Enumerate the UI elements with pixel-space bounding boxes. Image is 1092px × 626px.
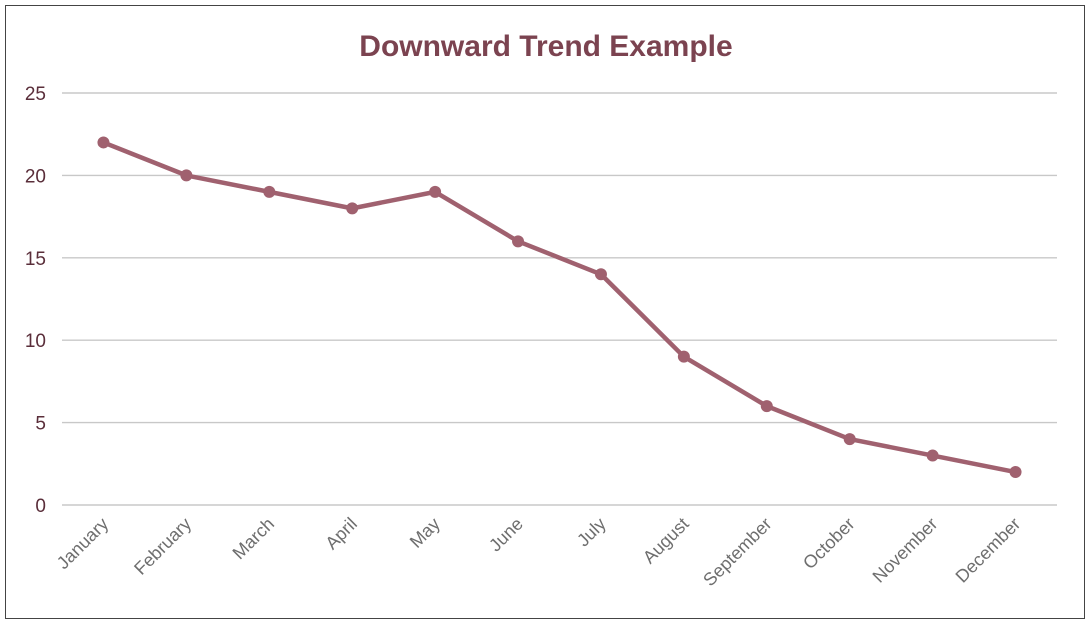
data-point <box>843 433 856 446</box>
data-point <box>180 169 193 182</box>
x-tick-label: April <box>321 514 361 554</box>
data-point <box>594 268 607 281</box>
data-point <box>760 400 773 413</box>
gridlines <box>62 92 1057 506</box>
data-point <box>512 235 525 248</box>
y-tick-label: 25 <box>25 84 46 105</box>
x-tick-label: November <box>869 514 942 587</box>
x-tick-label: February <box>130 514 195 579</box>
data-point <box>1009 466 1022 479</box>
data-point <box>677 350 690 363</box>
x-axis-ticks: January February March April May June July Augu… <box>53 514 1025 590</box>
y-tick-label: 0 <box>35 496 46 517</box>
x-tick-label: September <box>699 514 775 590</box>
x-tick-label: October <box>799 514 858 573</box>
x-tick-label: May <box>406 514 444 552</box>
x-tick-label: June <box>485 514 527 556</box>
x-tick-label: January <box>53 514 112 573</box>
x-tick-label: March <box>229 514 279 564</box>
data-point <box>346 202 359 215</box>
data-point <box>926 449 939 462</box>
y-tick-label: 20 <box>25 166 46 187</box>
series-layer <box>97 136 1022 479</box>
x-tick-label: December <box>952 514 1025 587</box>
y-axis-ticks: 0 5 10 15 20 25 <box>25 84 46 517</box>
x-tick-label: July <box>573 514 610 551</box>
data-point <box>263 185 276 198</box>
y-tick-label: 15 <box>25 249 46 270</box>
chart-frame <box>5 5 1085 619</box>
y-tick-label: 5 <box>35 414 46 435</box>
x-tick-label: August <box>639 514 693 568</box>
chart-title: Downward Trend Example <box>359 30 733 63</box>
data-point <box>429 185 442 198</box>
series-line <box>101 140 1018 475</box>
data-point <box>97 136 110 149</box>
y-tick-label: 10 <box>25 331 46 352</box>
